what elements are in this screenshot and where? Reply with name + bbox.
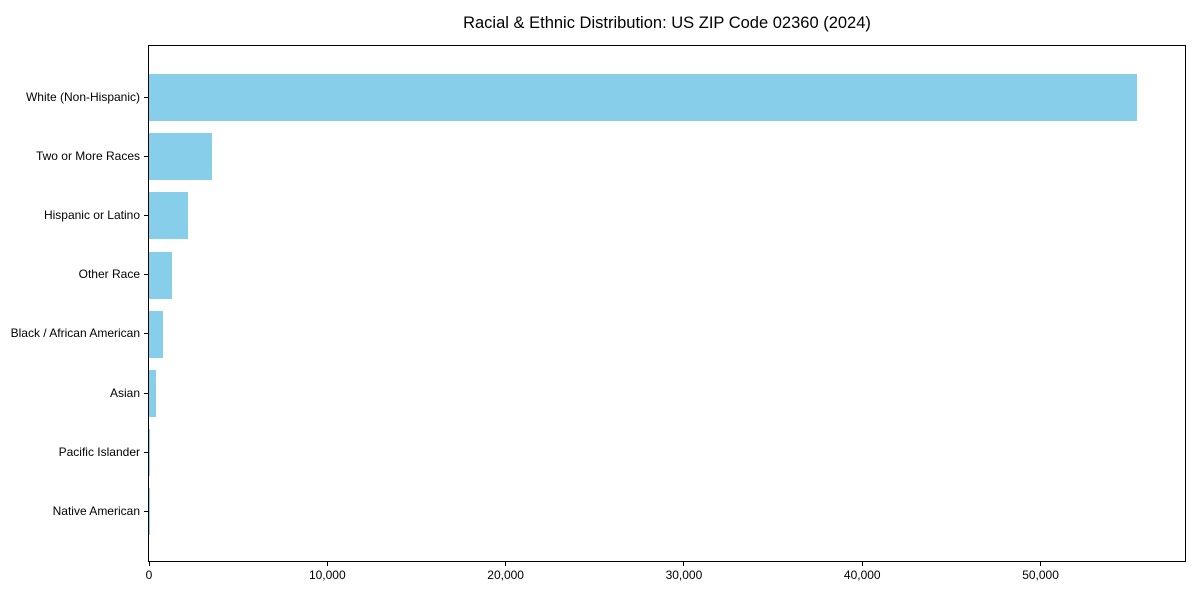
chart-title: Racial & Ethnic Distribution: US ZIP Cod…: [463, 14, 871, 32]
bar: [149, 133, 212, 181]
x-tick-mark: [861, 562, 863, 566]
y-tick-mark: [144, 155, 148, 157]
y-tick-label: Two or More Races: [35, 148, 140, 163]
bar: [149, 429, 150, 477]
y-tick-label: Pacific Islander: [58, 444, 140, 459]
x-tick-mark: [326, 562, 328, 566]
x-tick-label: 30,000: [665, 568, 703, 582]
y-tick-mark: [144, 510, 148, 512]
x-tick-mark: [505, 562, 507, 566]
plot-area: [148, 45, 1186, 562]
y-tick-label: Asian: [109, 385, 140, 400]
x-tick-mark: [1040, 562, 1042, 566]
bar: [149, 74, 1137, 121]
y-tick-label: Native American: [52, 503, 140, 518]
y-tick-mark: [144, 451, 148, 453]
y-tick-mark: [144, 214, 148, 216]
bar: [149, 370, 156, 417]
x-tick-label: 20,000: [487, 568, 524, 582]
y-tick-mark: [144, 392, 148, 394]
bar: [149, 251, 173, 299]
x-tick-label: 10,000: [308, 568, 346, 582]
x-tick-label: 50,000: [1022, 568, 1059, 582]
x-tick-mark: [683, 562, 685, 566]
x-tick-mark: [148, 562, 150, 566]
y-tick-mark: [144, 333, 148, 335]
bar: [149, 310, 163, 358]
bar: [149, 192, 188, 240]
y-tick-label: Hispanic or Latino: [43, 207, 140, 222]
y-tick-mark: [144, 96, 148, 98]
x-tick-label: 40,000: [843, 568, 881, 582]
y-tick-label: Other Race: [78, 267, 140, 282]
y-tick-mark: [144, 274, 148, 276]
x-tick-label: 0: [145, 568, 153, 582]
y-tick-label: White (Non-Hispanic): [25, 89, 140, 104]
y-tick-label: Black / African American: [10, 326, 140, 341]
